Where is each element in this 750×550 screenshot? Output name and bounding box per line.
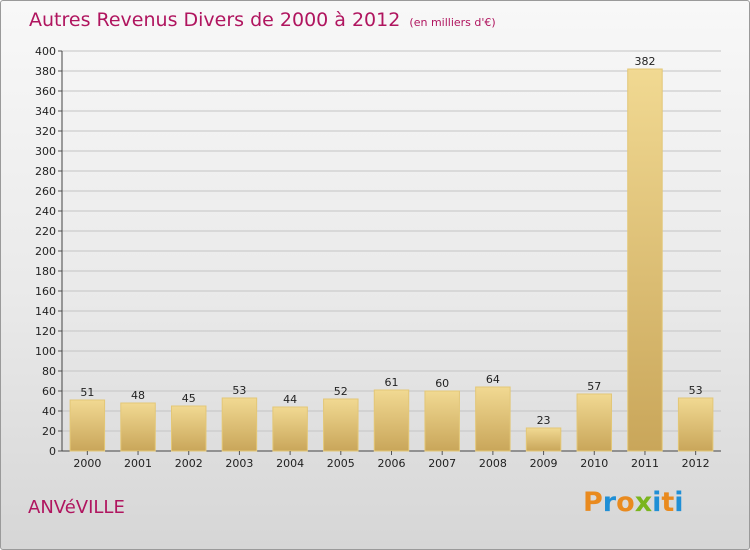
bar	[475, 386, 511, 452]
x-tick-label: 2006	[378, 457, 406, 470]
logo-letter: i	[674, 487, 684, 518]
bar	[120, 402, 156, 452]
y-tick-label: 260	[35, 185, 56, 198]
x-tick-label: 2001	[124, 457, 152, 470]
bar	[576, 393, 613, 452]
data-label: 53	[689, 384, 703, 397]
x-tick-label: 2003	[225, 457, 253, 470]
commune-name: ANVéVILLE	[28, 497, 125, 518]
x-tick-label: 2005	[327, 457, 355, 470]
bar	[272, 406, 308, 452]
data-label: 60	[435, 377, 449, 390]
data-label: 45	[182, 392, 196, 405]
bar	[69, 399, 106, 452]
x-tick-label: 2011	[631, 457, 659, 470]
bar	[525, 427, 562, 452]
x-tick-label: 2004	[276, 457, 304, 470]
logo-letter: o	[616, 487, 635, 518]
y-tick-label: 220	[35, 225, 56, 238]
y-tick-label: 80	[42, 365, 56, 378]
y-tick-label: 160	[35, 285, 56, 298]
y-tick-label: 280	[35, 165, 56, 178]
bar	[323, 398, 359, 452]
chart-title: Autres Revenus Divers de 2000 à 2012 (en…	[29, 9, 496, 31]
y-tick-label: 60	[42, 385, 56, 398]
bar	[677, 397, 714, 452]
x-tick-label: 2002	[175, 457, 203, 470]
y-tick-label: 340	[35, 105, 56, 118]
y-tick-label: 240	[35, 205, 56, 218]
data-label: 61	[385, 376, 399, 389]
x-tick-label: 2000	[73, 457, 101, 470]
y-tick-label: 0	[49, 445, 56, 458]
logo-letter: x	[634, 487, 653, 518]
data-label: 64	[486, 373, 500, 386]
y-tick-label: 100	[35, 345, 56, 358]
y-tick-label: 120	[35, 325, 56, 338]
x-tick-label: 2010	[580, 457, 608, 470]
bar	[170, 405, 207, 452]
x-tick-label: 2008	[479, 457, 507, 470]
logo-letter: t	[661, 487, 675, 518]
chart-title-main: Autres Revenus Divers de 2000 à 2012	[29, 9, 401, 31]
bar	[627, 68, 663, 452]
data-label: 51	[80, 386, 94, 399]
x-tick-label: 2012	[682, 457, 710, 470]
data-label: 53	[232, 384, 246, 397]
y-tick-label: 180	[35, 265, 56, 278]
y-tick-label: 300	[35, 145, 56, 158]
proxiti-logo: Proxiti	[583, 487, 684, 518]
bar	[221, 397, 258, 452]
data-label: 48	[131, 389, 145, 402]
y-tick-label: 320	[35, 125, 56, 138]
data-label: 44	[283, 393, 297, 406]
y-tick-label: 400	[35, 45, 56, 58]
logo-letter: i	[652, 487, 662, 518]
chart-title-unit: (en milliers d'€)	[409, 16, 496, 29]
y-tick-label: 20	[42, 425, 56, 438]
logo-letter: P	[583, 487, 603, 518]
data-label: 23	[537, 414, 551, 427]
y-tick-label: 360	[35, 85, 56, 98]
bar	[373, 389, 410, 452]
y-tick-label: 380	[35, 65, 56, 78]
data-label: 382	[634, 55, 655, 68]
y-tick-label: 140	[35, 305, 56, 318]
bar	[424, 390, 460, 452]
y-tick-label: 40	[42, 405, 56, 418]
y-tick-label: 200	[35, 245, 56, 258]
x-tick-label: 2009	[530, 457, 558, 470]
logo-letter: r	[602, 487, 617, 518]
data-label: 52	[334, 385, 348, 398]
x-tick-label: 2007	[428, 457, 456, 470]
data-label: 57	[587, 380, 601, 393]
